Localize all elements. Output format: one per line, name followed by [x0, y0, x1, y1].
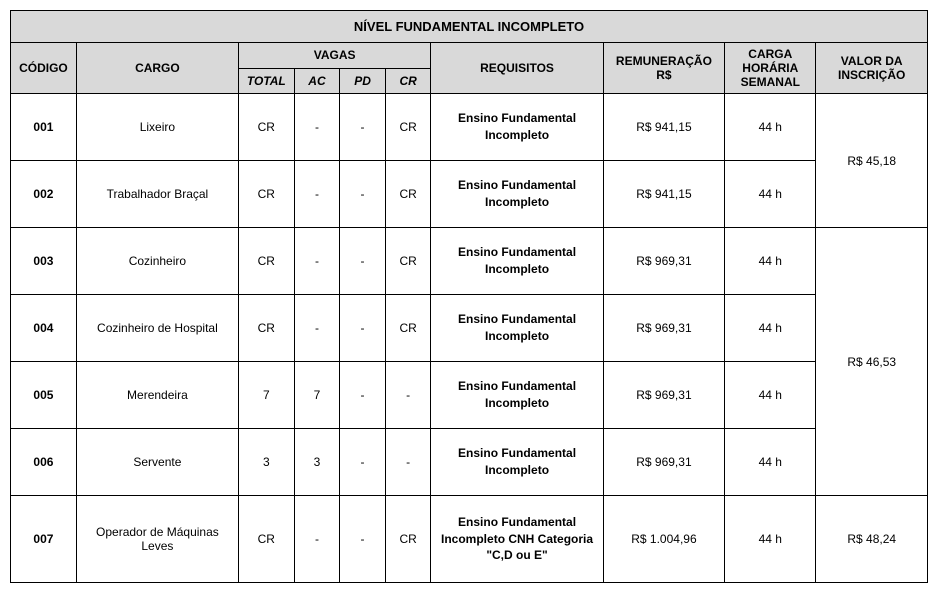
cell-req: Ensino Fundamental Incompleto: [431, 295, 603, 362]
cell-cr: CR: [385, 295, 431, 362]
cell-codigo: 004: [11, 295, 77, 362]
cell-rem: R$ 941,15: [603, 94, 725, 161]
col-inscricao: VALOR DA INSCRIÇÃO: [816, 43, 928, 94]
cell-codigo: 006: [11, 429, 77, 496]
table-row: 002 Trabalhador Braçal CR - - CR Ensino …: [11, 161, 928, 228]
cell-cargo: Operador de Máquinas Leves: [76, 496, 238, 583]
col-carga-l2: HORÁRIA: [742, 61, 798, 75]
col-cr: CR: [385, 68, 431, 94]
cell-carga: 44 h: [725, 295, 816, 362]
cell-cargo: Trabalhador Braçal: [76, 161, 238, 228]
cell-codigo: 001: [11, 94, 77, 161]
cell-ac: 7: [294, 362, 340, 429]
cell-total: CR: [238, 496, 294, 583]
cell-ac: -: [294, 295, 340, 362]
cell-ac: -: [294, 228, 340, 295]
col-remuneracao: REMUNERAÇÃO R$: [603, 43, 725, 94]
table-title: NÍVEL FUNDAMENTAL INCOMPLETO: [11, 11, 928, 43]
cell-insc-g3: R$ 48,24: [816, 496, 928, 583]
cell-total: CR: [238, 161, 294, 228]
cell-codigo: 003: [11, 228, 77, 295]
col-carga-l3: SEMANAL: [741, 75, 800, 89]
cell-total: CR: [238, 295, 294, 362]
cell-cargo: Merendeira: [76, 362, 238, 429]
table-row: 001 Lixeiro CR - - CR Ensino Fundamental…: [11, 94, 928, 161]
cell-cr: CR: [385, 496, 431, 583]
cell-pd: -: [340, 161, 386, 228]
cell-rem: R$ 969,31: [603, 362, 725, 429]
col-carga: CARGA HORÁRIA SEMANAL: [725, 43, 816, 94]
cell-cargo: Servente: [76, 429, 238, 496]
table-row: 004 Cozinheiro de Hospital CR - - CR Ens…: [11, 295, 928, 362]
table-row: 005 Merendeira 7 7 - - Ensino Fundamenta…: [11, 362, 928, 429]
col-ac: AC: [294, 68, 340, 94]
col-codigo: CÓDIGO: [11, 43, 77, 94]
cell-ac: -: [294, 161, 340, 228]
col-pd: PD: [340, 68, 386, 94]
col-carga-l1: CARGA: [748, 47, 792, 61]
cell-pd: -: [340, 228, 386, 295]
cell-req: Ensino Fundamental Incompleto: [431, 161, 603, 228]
col-rem-l1: REMUNERAÇÃO: [616, 54, 712, 68]
cell-pd: -: [340, 496, 386, 583]
cell-total: CR: [238, 94, 294, 161]
jobs-table: NÍVEL FUNDAMENTAL INCOMPLETO CÓDIGO CARG…: [10, 10, 928, 583]
cell-rem: R$ 969,31: [603, 228, 725, 295]
cell-insc-g1: R$ 45,18: [816, 94, 928, 228]
cell-req: Ensino Fundamental Incompleto: [431, 94, 603, 161]
col-vagas: VAGAS: [238, 43, 430, 69]
col-insc-l2: INSCRIÇÃO: [838, 68, 905, 82]
col-insc-l1: VALOR DA: [841, 54, 903, 68]
cell-total: CR: [238, 228, 294, 295]
cell-insc-g2: R$ 46,53: [816, 228, 928, 496]
cell-rem: R$ 969,31: [603, 429, 725, 496]
col-requisitos: REQUISITOS: [431, 43, 603, 94]
cell-total: 7: [238, 362, 294, 429]
cell-carga: 44 h: [725, 362, 816, 429]
cell-ac: 3: [294, 429, 340, 496]
cell-ac: -: [294, 94, 340, 161]
cell-rem: R$ 1.004,96: [603, 496, 725, 583]
cell-req: Ensino Fundamental Incompleto: [431, 228, 603, 295]
cell-carga: 44 h: [725, 496, 816, 583]
col-rem-l2: R$: [656, 68, 671, 82]
cell-cr: CR: [385, 161, 431, 228]
cell-cr: CR: [385, 94, 431, 161]
cell-pd: -: [340, 362, 386, 429]
cell-carga: 44 h: [725, 429, 816, 496]
cell-rem: R$ 941,15: [603, 161, 725, 228]
cell-cargo: Cozinheiro de Hospital: [76, 295, 238, 362]
table-row: 007 Operador de Máquinas Leves CR - - CR…: [11, 496, 928, 583]
table-row: 003 Cozinheiro CR - - CR Ensino Fundamen…: [11, 228, 928, 295]
cell-codigo: 005: [11, 362, 77, 429]
col-cargo: CARGO: [76, 43, 238, 94]
cell-carga: 44 h: [725, 228, 816, 295]
cell-cargo: Lixeiro: [76, 94, 238, 161]
cell-codigo: 002: [11, 161, 77, 228]
cell-cr: -: [385, 429, 431, 496]
cell-pd: -: [340, 429, 386, 496]
cell-req: Ensino Fundamental Incompleto: [431, 429, 603, 496]
cell-ac: -: [294, 496, 340, 583]
cell-req: Ensino Fundamental Incompleto CNH Catego…: [431, 496, 603, 583]
cell-pd: -: [340, 295, 386, 362]
table-row: 006 Servente 3 3 - - Ensino Fundamental …: [11, 429, 928, 496]
cell-cr: CR: [385, 228, 431, 295]
cell-total: 3: [238, 429, 294, 496]
cell-pd: -: [340, 94, 386, 161]
cell-carga: 44 h: [725, 94, 816, 161]
cell-carga: 44 h: [725, 161, 816, 228]
cell-codigo: 007: [11, 496, 77, 583]
cell-rem: R$ 969,31: [603, 295, 725, 362]
cell-cargo: Cozinheiro: [76, 228, 238, 295]
cell-cr: -: [385, 362, 431, 429]
col-total: TOTAL: [238, 68, 294, 94]
cell-req: Ensino Fundamental Incompleto: [431, 362, 603, 429]
